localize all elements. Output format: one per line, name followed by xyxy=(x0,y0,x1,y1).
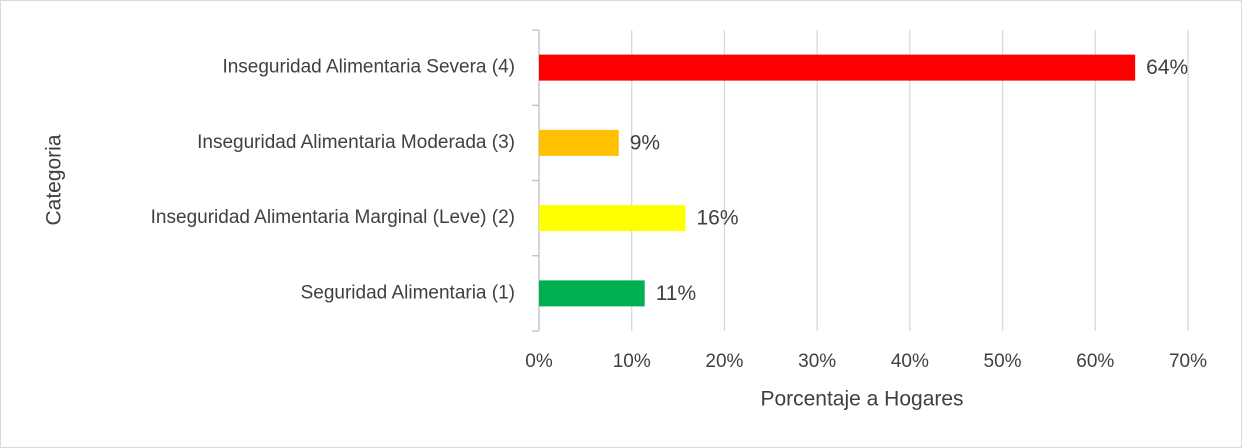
x-tick-label: 20% xyxy=(705,351,743,372)
y-tick-label: Inseguridad Alimentaria Severa (4) xyxy=(222,57,515,78)
data-label: 11% xyxy=(656,282,696,305)
y-tick-label: Seguridad Alimentaria (1) xyxy=(301,282,515,303)
x-tick-label: 40% xyxy=(891,351,929,372)
bar xyxy=(539,129,619,156)
x-axis-title: Porcentaje a Hogares xyxy=(760,388,963,411)
x-tick-label: 10% xyxy=(613,351,651,372)
y-tick-label: Inseguridad Alimentaria Marginal (Leve) … xyxy=(151,207,515,228)
data-label: 64% xyxy=(1146,56,1188,79)
x-tick-label: 50% xyxy=(984,351,1022,372)
bar xyxy=(539,54,1136,81)
bar xyxy=(539,205,686,232)
y-axis-title: Categoria xyxy=(43,134,66,225)
x-tick-label: 0% xyxy=(525,351,553,372)
bar xyxy=(539,280,645,307)
data-label: 16% xyxy=(696,207,738,230)
x-tick-label: 70% xyxy=(1169,351,1207,372)
x-tick-label: 60% xyxy=(1076,351,1114,372)
data-label: 9% xyxy=(630,131,660,154)
x-tick-label: 30% xyxy=(798,351,836,372)
y-tick-label: Inseguridad Alimentaria Moderada (3) xyxy=(197,132,515,153)
